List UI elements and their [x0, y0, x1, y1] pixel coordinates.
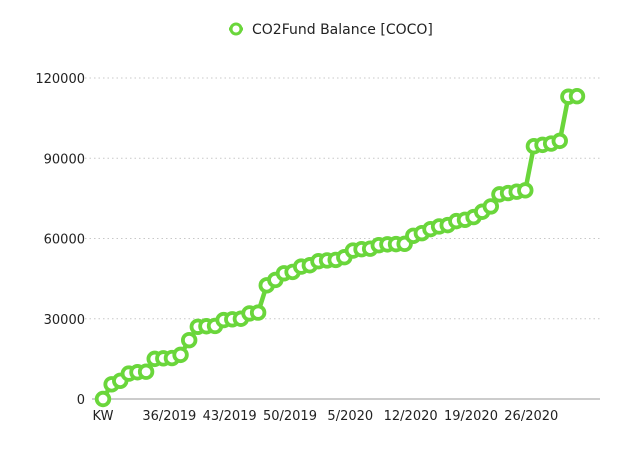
x-tick-label: 43/2019	[203, 409, 257, 424]
y-tick-label: 30000	[44, 313, 85, 328]
data-point	[94, 390, 112, 408]
series-layer	[94, 87, 586, 408]
y-tick-label: 120000	[35, 72, 85, 87]
x-tick-label: 50/2019	[263, 409, 317, 424]
y-axis: 0 30000 60000 90000 120000	[35, 72, 85, 408]
x-axis: KW 36/2019 43/2019 50/2019 5/2020 12/2020 19/2…	[92, 398, 600, 424]
x-tick-label: 26/2020	[504, 409, 558, 424]
data-point	[551, 132, 568, 150]
x-tick-label: 19/2020	[444, 409, 498, 424]
data-point	[180, 331, 198, 349]
legend-label: CO2Fund Balance [COCO]	[252, 22, 433, 38]
y-tick-label: 0	[77, 393, 85, 408]
data-point	[249, 304, 267, 321]
data-point	[172, 346, 189, 364]
legend: CO2Fund Balance [COCO]	[229, 22, 433, 38]
x-tick-label: KW	[93, 409, 114, 424]
data-point	[482, 198, 500, 215]
data-point	[568, 87, 586, 105]
legend-marker-icon	[229, 22, 243, 36]
x-tick-label: 5/2020	[327, 409, 373, 424]
y-tick-label: 60000	[44, 233, 85, 248]
x-tick-label: 12/2020	[384, 409, 438, 424]
data-point	[137, 363, 155, 380]
y-tick-label: 90000	[44, 152, 85, 167]
data-point	[517, 182, 534, 199]
grid-lines	[85, 77, 600, 320]
x-tick-label: 36/2019	[142, 409, 196, 424]
